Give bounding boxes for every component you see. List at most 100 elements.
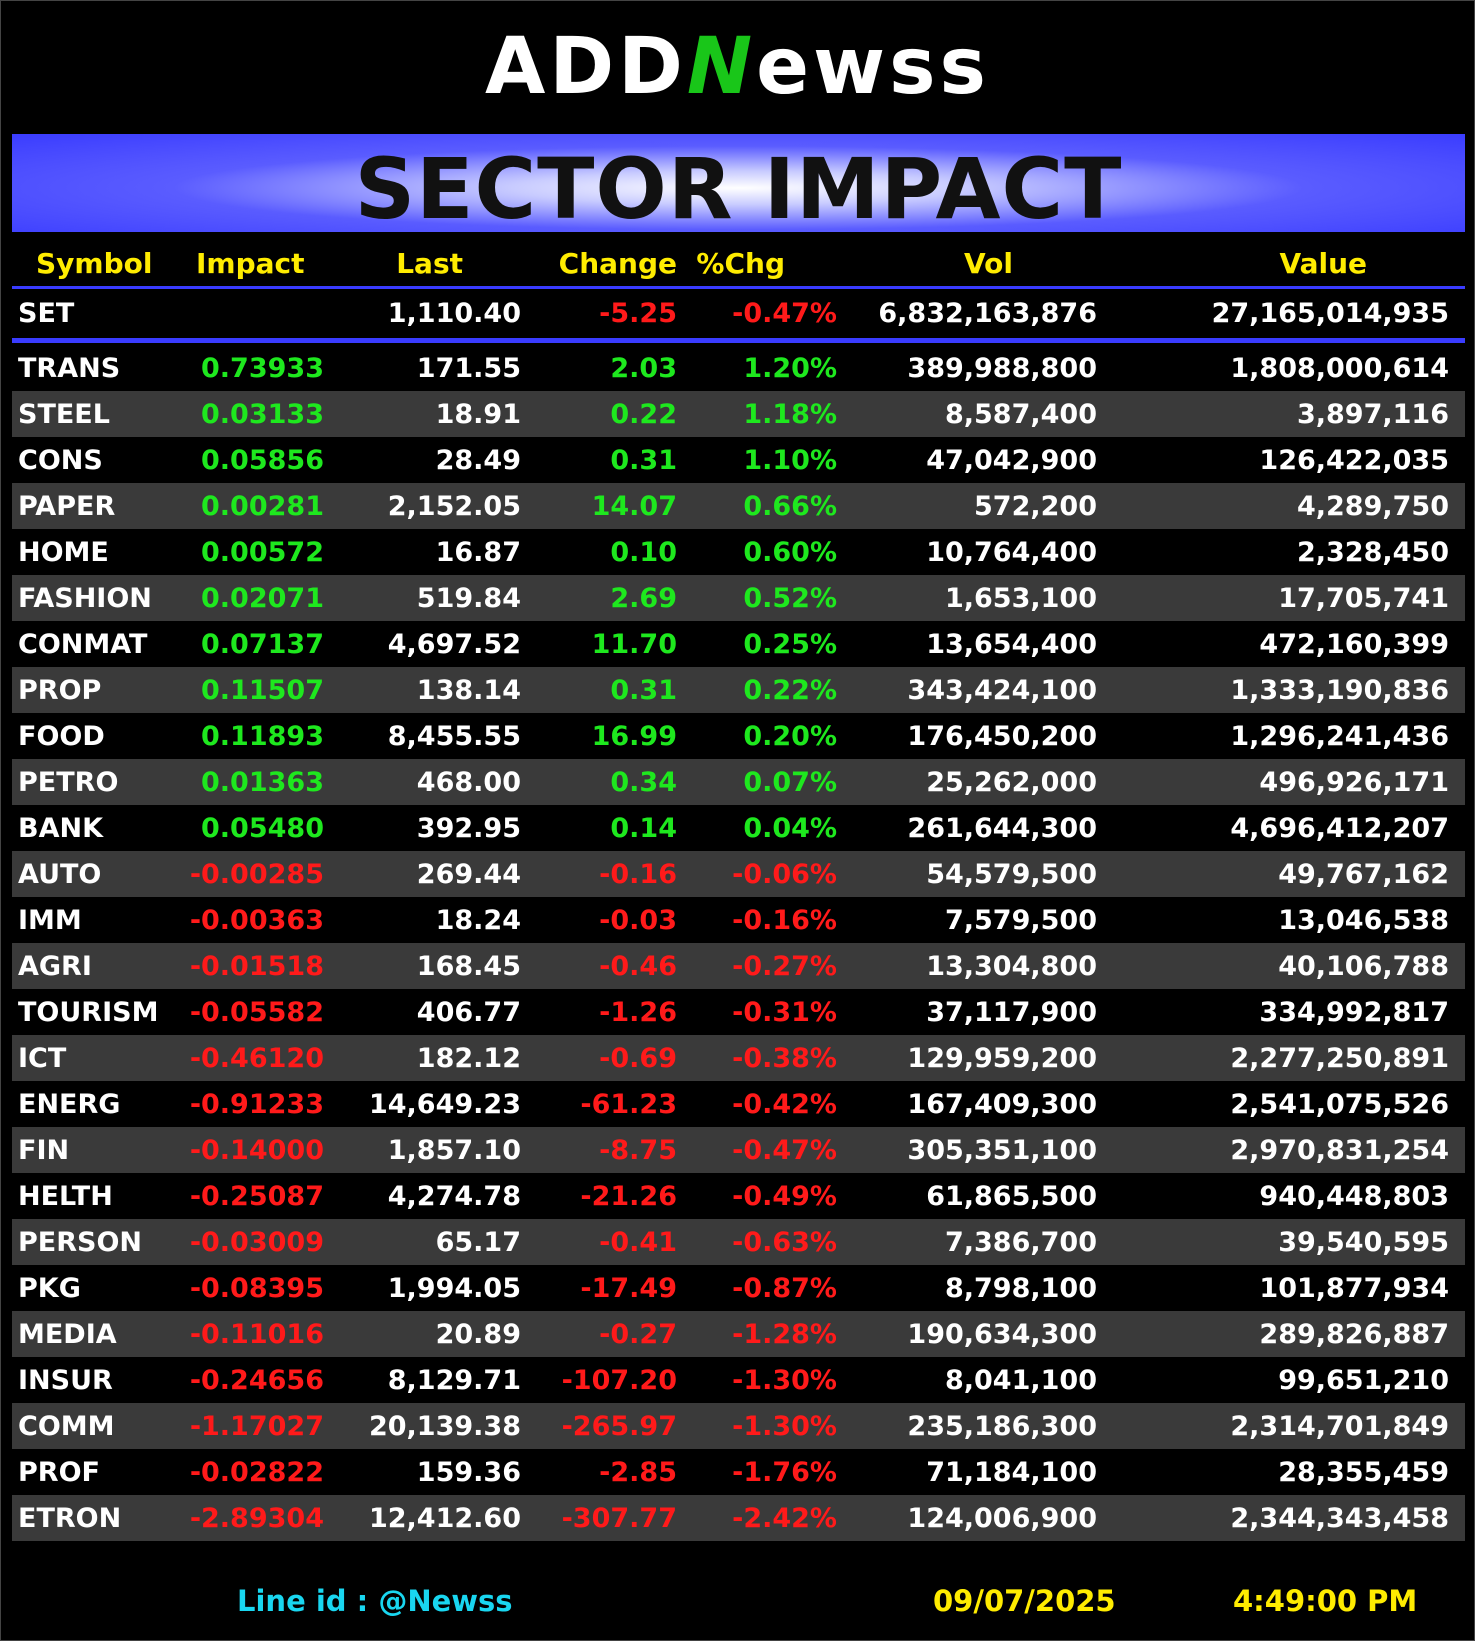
cell-change: -307.77: [521, 1495, 677, 1541]
title-banner: SECTOR IMPACT: [12, 134, 1465, 238]
cell-vol: 71,184,100: [926, 1456, 1097, 1488]
cell-change: -0.27: [521, 1311, 677, 1357]
cell-value: 4,696,412,207: [1230, 812, 1449, 844]
cell-value: 334,992,817: [1259, 996, 1449, 1028]
cell-vol: 13,654,400: [926, 628, 1097, 660]
set-impact: [172, 288, 324, 341]
cell-last: 14,649.23: [368, 1088, 521, 1120]
cell-change: 14.07: [521, 483, 677, 529]
page-title: SECTOR IMPACT: [354, 140, 1123, 238]
cell-vol: 235,186,300: [837, 1403, 1097, 1449]
footer-line-id: Line id : @Newss: [237, 1584, 513, 1618]
col-header-impact: Impact: [196, 246, 305, 280]
table-row: PERSON -0.03009 65.17 -0.41 -0.63% 7,386,700 3…: [12, 1219, 1465, 1265]
cell-pct-change: -0.27%: [677, 943, 837, 989]
cell-pct-change: -1.76%: [732, 1456, 837, 1488]
cell-change: -8.75: [521, 1127, 677, 1173]
cell-value: 940,448,803: [1259, 1180, 1449, 1212]
table-row: FASHION 0.02071 519.84 2.69 0.52% 1,653,100 17…: [12, 575, 1465, 621]
table-row: PKG -0.08395 1,994.05 -17.49 -0.87% 8,798,100…: [12, 1265, 1465, 1311]
footer-date: 09/07/2025: [933, 1584, 1116, 1618]
col-header-pct-change: %Chg: [696, 246, 785, 280]
cell-vol: 176,450,200: [907, 720, 1097, 752]
cell-impact: 0.02071: [172, 575, 324, 621]
cell-pct-change: 0.25%: [743, 628, 837, 660]
cell-impact: 0.73933: [201, 352, 324, 384]
cell-last: 1,994.05: [387, 1272, 521, 1304]
cell-last: 18.91: [324, 391, 521, 437]
cell-impact: 0.01363: [172, 759, 324, 805]
col-header-last: Last: [396, 246, 463, 280]
cell-value: 17,705,741: [1097, 575, 1465, 621]
cell-pct-change: -0.42%: [732, 1088, 837, 1120]
cell-vol: 7,579,500: [944, 904, 1097, 936]
cell-change: 0.22: [521, 391, 677, 437]
cell-pct-change: -0.06%: [677, 851, 837, 897]
cell-value: 472,160,399: [1259, 628, 1449, 660]
cell-symbol: TRANS: [18, 352, 121, 384]
cell-vol: 167,409,300: [907, 1088, 1097, 1120]
cell-change: -1.26: [599, 996, 677, 1028]
cell-pct-change: -1.30%: [677, 1403, 837, 1449]
cell-value: 13,046,538: [1278, 904, 1449, 936]
table-row: ENERG -0.91233 14,649.23 -61.23 -0.42% 167,40…: [12, 1081, 1465, 1127]
cell-pct-change: 1.20%: [743, 352, 837, 384]
cell-impact: -0.01518: [172, 943, 324, 989]
cell-impact: -0.03009: [172, 1219, 324, 1265]
cell-change: -265.97: [521, 1403, 677, 1449]
cell-change: 0.31: [610, 444, 677, 476]
cell-value: 49,767,162: [1097, 851, 1465, 897]
cell-impact: 0.05480: [201, 812, 324, 844]
cell-pct-change: 0.66%: [677, 483, 837, 529]
table-row: STEEL 0.03133 18.91 0.22 1.18% 8,587,400 3,897…: [12, 391, 1465, 437]
cell-symbol: IMM: [18, 904, 82, 936]
cell-pct-change: -0.38%: [677, 1035, 837, 1081]
col-header-vol: Vol: [964, 246, 1013, 280]
cell-impact: 0.00572: [201, 536, 324, 568]
brand-logo: ADDNewss: [0, 22, 1475, 112]
cell-vol: 8,798,100: [944, 1272, 1097, 1304]
set-change: -5.25: [599, 298, 677, 329]
cell-change: -107.20: [561, 1364, 677, 1396]
table-row: PROF -0.02822 159.36 -2.85 -1.76% 71,184,100 2…: [12, 1449, 1465, 1495]
cell-symbol: FOOD: [18, 720, 105, 752]
table-row: PETRO 0.01363 468.00 0.34 0.07% 25,262,000 496…: [12, 759, 1465, 805]
cell-pct-change: 1.18%: [677, 391, 837, 437]
cell-value: 2,314,701,849: [1097, 1403, 1465, 1449]
cell-pct-change: -0.87%: [732, 1272, 837, 1304]
cell-last: 20,139.38: [324, 1403, 521, 1449]
cell-vol: 129,959,200: [837, 1035, 1097, 1081]
cell-change: 2.69: [521, 575, 677, 621]
cell-symbol: HELTH: [18, 1180, 113, 1212]
cell-pct-change: 0.52%: [677, 575, 837, 621]
cell-last: 28.49: [435, 444, 521, 476]
table-row: HELTH -0.25087 4,274.78 -21.26 -0.49% 61,865,…: [12, 1173, 1465, 1219]
table-row: MEDIA -0.11016 20.89 -0.27 -1.28% 190,634,300…: [12, 1311, 1465, 1357]
cell-pct-change: -0.47%: [677, 1127, 837, 1173]
col-header-symbol: Symbol: [36, 246, 153, 280]
cell-change: -0.69: [521, 1035, 677, 1081]
cell-pct-change: -0.16%: [732, 904, 837, 936]
cell-value: 2,277,250,891: [1097, 1035, 1465, 1081]
cell-pct-change: -1.30%: [732, 1364, 837, 1396]
cell-last: 4,697.52: [387, 628, 521, 660]
cell-change: 0.34: [521, 759, 677, 805]
col-header-change: Change: [558, 246, 677, 280]
cell-impact: -0.02822: [189, 1456, 324, 1488]
cell-last: 159.36: [416, 1456, 521, 1488]
cell-change: 0.31: [521, 667, 677, 713]
cell-symbol: TOURISM: [18, 996, 159, 1028]
cell-symbol: CONMAT: [18, 628, 148, 660]
table-row: ICT -0.46120 182.12 -0.69 -0.38% 129,959,200 2…: [12, 1035, 1465, 1081]
cell-impact: -0.24656: [189, 1364, 324, 1396]
cell-pct-change: 0.20%: [743, 720, 837, 752]
footer-time: 4:49:00 PM: [1233, 1584, 1418, 1618]
cell-vol: 10,764,400: [926, 536, 1097, 568]
cell-last: 18.24: [435, 904, 521, 936]
cell-vol: 7,386,700: [837, 1219, 1097, 1265]
cell-last: 1,857.10: [324, 1127, 521, 1173]
cell-vol: 8,587,400: [837, 391, 1097, 437]
cell-symbol: COMM: [12, 1403, 172, 1449]
cell-last: 138.14: [324, 667, 521, 713]
table-row: FOOD 0.11893 8,455.55 16.99 0.20% 176,450,200…: [12, 713, 1465, 759]
